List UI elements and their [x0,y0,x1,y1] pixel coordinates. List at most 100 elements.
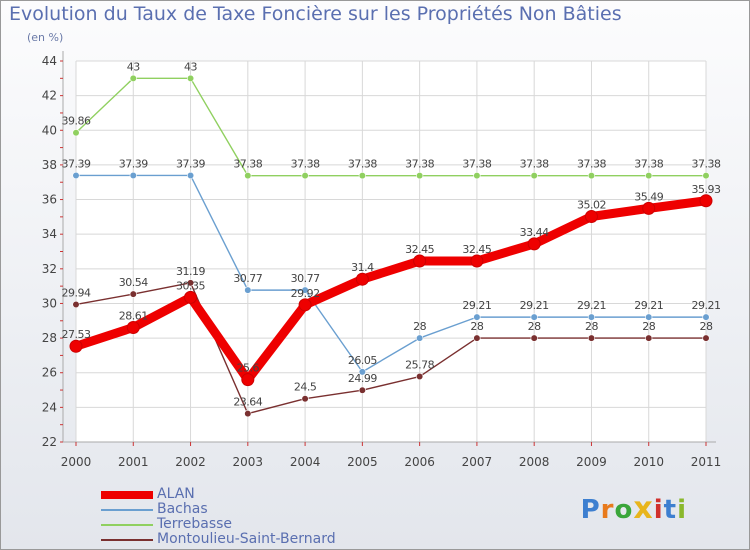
data-point [358,172,366,180]
y-tick-label: 38 [42,158,57,172]
data-point [69,339,83,353]
x-tick-label: 2008 [519,455,550,469]
data-point [301,395,309,403]
data-label: 43 [127,60,140,73]
x-tick-label: 2010 [633,455,664,469]
data-point [129,74,137,82]
data-label: 37.39 [119,157,148,170]
data-point [527,237,541,251]
data-label: 30.77 [291,272,320,285]
data-label: 37.38 [233,158,262,171]
data-point [129,171,137,180]
data-point [244,172,252,180]
data-label: 29.21 [462,299,491,312]
data-point [184,290,198,304]
legend-swatch [101,509,153,511]
data-label: 29.92 [291,287,320,300]
data-label: 30.77 [233,272,262,285]
data-label: 28 [585,320,598,333]
y-tick-label: 32 [42,262,57,276]
x-tick-label: 2006 [404,455,435,469]
y-tick-label: 40 [42,123,57,137]
data-label: 37.38 [291,158,320,171]
data-point [355,272,369,286]
x-tick-label: 2000 [61,455,92,469]
data-label: 37.38 [462,158,491,171]
legend-swatch [101,524,153,526]
data-label: 25.6 [237,362,260,375]
data-point [645,313,653,321]
y-tick-label: 28 [42,331,57,345]
data-label: 37.39 [62,157,91,170]
data-point [645,172,653,180]
data-point [301,286,309,294]
data-point [244,286,252,294]
y-tick-label: 44 [42,54,57,68]
data-point [530,313,538,321]
data-point [587,313,596,321]
data-label: 31.19 [176,265,205,278]
data-point [416,372,424,381]
data-point [72,129,80,137]
data-label: 35.49 [634,190,663,203]
x-tick-label: 2002 [175,455,206,469]
data-label: 35.02 [577,199,606,212]
y-tick-label: 30 [42,296,57,310]
y-tick-label: 36 [42,193,57,207]
data-label: 39.86 [62,115,91,128]
data-label: 28 [642,320,655,333]
data-point [126,321,140,335]
legend-label: ALAN [157,486,195,502]
data-point [702,313,710,321]
data-label: 23.64 [233,396,262,409]
data-point [416,334,424,342]
series-line-bachas [75,174,707,373]
data-point [473,313,481,321]
data-label: 37.39 [176,157,205,170]
data-point [186,171,195,180]
data-label: 37.38 [520,158,549,171]
data-point [186,74,195,82]
data-label: 24.99 [348,372,377,385]
data-label: 25.78 [405,359,434,372]
legend-label: Terrebasse [157,516,233,532]
series-line-alan [71,196,711,385]
data-label: 35.93 [692,183,721,196]
data-point [416,172,424,180]
data-point [186,279,195,287]
data-point [129,290,137,298]
data-point [642,201,656,215]
data-point [584,210,598,224]
x-tick-label: 2009 [576,455,607,469]
data-label: 33.44 [520,226,549,239]
data-label: 27.53 [62,328,91,341]
y-tick-label: 22 [42,435,57,449]
data-label: 37.38 [577,158,606,171]
data-point [702,334,710,342]
data-point [699,194,713,208]
data-point [72,300,80,309]
data-point [241,373,255,387]
data-label: 37.38 [405,158,434,171]
data-point [530,172,538,180]
data-point [587,172,596,180]
legend-label: Montoulieu-Saint-Bernard [157,531,336,547]
data-label: 43 [184,60,197,73]
x-tick-label: 2007 [462,455,493,469]
proxiti-logo: Proxiti [580,491,687,526]
data-point [645,334,653,342]
data-point [298,298,312,312]
data-label: 32.45 [462,243,491,256]
legend-swatch [101,491,153,499]
x-tick-label: 2001 [118,455,149,469]
data-point [473,334,481,342]
data-label: 31.4 [351,261,374,274]
data-label: 37.38 [692,158,721,171]
data-label: 29.21 [577,299,606,312]
data-label: 37.38 [634,158,663,171]
data-label: 28 [470,320,483,333]
data-label: 30.35 [176,279,205,292]
data-label: 29.94 [62,286,91,299]
data-point [413,254,427,268]
